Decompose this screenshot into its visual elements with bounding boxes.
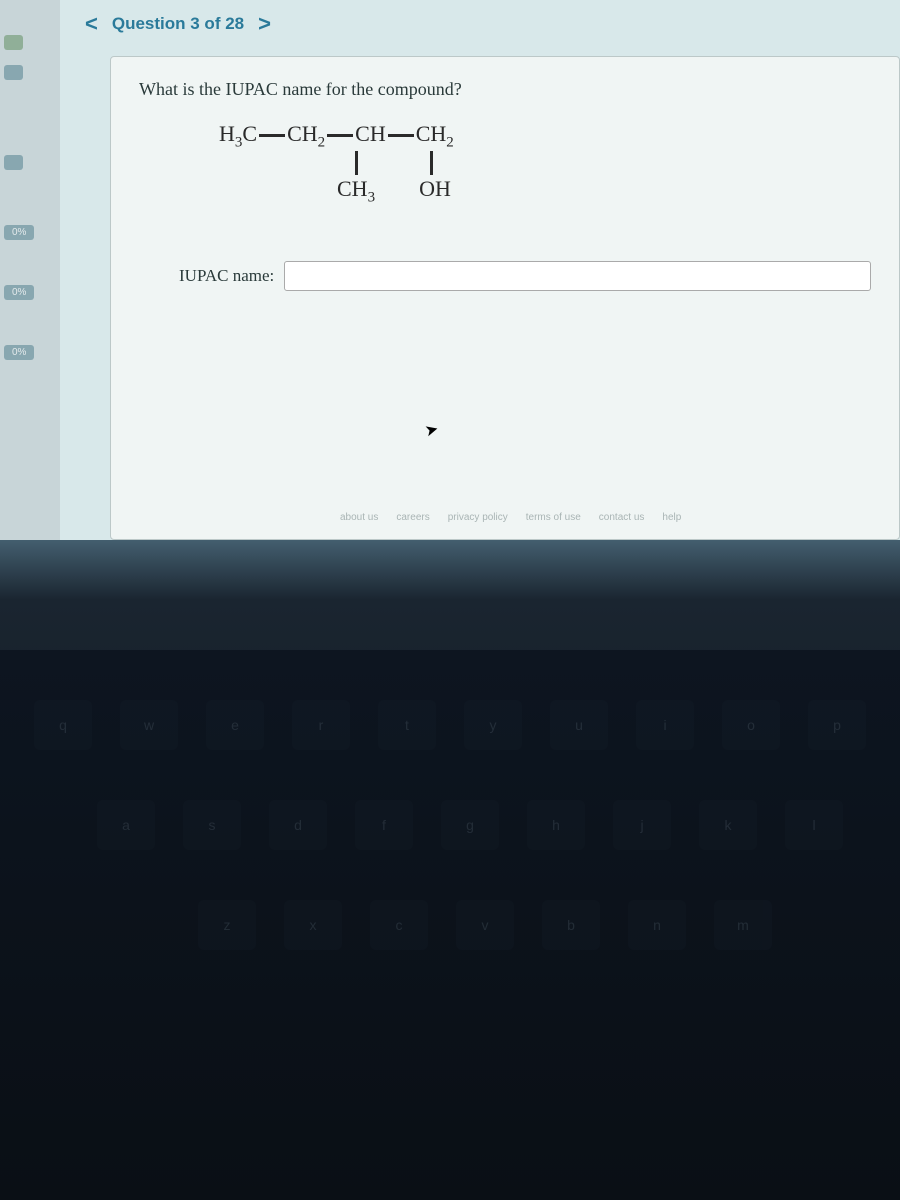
key: h [527,800,585,850]
footer-links: about us careers privacy policy terms of… [340,512,681,523]
footer-link[interactable]: about us [340,512,378,523]
sidebar-badge[interactable] [4,65,23,80]
screen-area: 0% 0% 0% < Question 3 of 28 > What is th… [0,0,900,540]
sidebar-badge[interactable]: 0% [4,225,34,240]
answer-label: IUPAC name: [179,266,274,286]
chemical-structure: H3CCH2CHCH2 CH3 OH [219,122,871,206]
physical-keyboard: q w e r t y u i o p a s d f g h j k l z … [0,650,900,1200]
question-counter: Question 3 of 28 [112,14,244,34]
key: g [441,800,499,850]
key: d [269,800,327,850]
sidebar-badge[interactable]: 0% [4,345,34,360]
key: j [613,800,671,850]
footer-link[interactable]: terms of use [526,512,581,523]
key: q [34,700,92,750]
key: m [714,900,772,950]
sidebar-badge[interactable] [4,155,23,170]
key: k [699,800,757,850]
key: w [120,700,178,750]
key: i [636,700,694,750]
key: u [550,700,608,750]
next-question-button[interactable]: > [258,11,271,37]
key: x [284,900,342,950]
footer-link[interactable]: contact us [599,512,645,523]
key: b [542,900,600,950]
main-content: < Question 3 of 28 > What is the IUPAC n… [60,0,900,540]
answer-row: IUPAC name: [179,261,871,291]
key: t [378,700,436,750]
structure-main-chain: H3CCH2CHCH2 [219,122,871,151]
key: o [722,700,780,750]
question-nav: < Question 3 of 28 > [60,0,900,48]
question-prompt: What is the IUPAC name for the compound? [139,79,871,100]
key: n [628,900,686,950]
footer-link[interactable]: privacy policy [448,512,508,523]
keyboard-row: a s d f g h j k l [40,800,900,850]
key: p [808,700,866,750]
structure-substituents: CH3 OH [337,177,871,206]
key: r [292,700,350,750]
key: a [97,800,155,850]
keyboard-row: q w e r t y u i o p [0,700,900,750]
key: f [355,800,413,850]
prev-question-button[interactable]: < [85,11,98,37]
key: v [456,900,514,950]
sidebar-badge[interactable]: 0% [4,285,34,300]
sidebar-badge[interactable] [4,35,23,50]
key: e [206,700,264,750]
footer-link[interactable]: help [662,512,681,523]
key: c [370,900,428,950]
question-panel: What is the IUPAC name for the compound?… [110,56,900,540]
iupac-name-input[interactable] [284,261,871,291]
key: z [198,900,256,950]
key: s [183,800,241,850]
keyboard-row: z x c v b n m [70,900,900,950]
key: l [785,800,843,850]
sidebar: 0% 0% 0% [0,0,60,540]
key: y [464,700,522,750]
structure-vertical-bonds [355,151,871,175]
footer-link[interactable]: careers [396,512,429,523]
